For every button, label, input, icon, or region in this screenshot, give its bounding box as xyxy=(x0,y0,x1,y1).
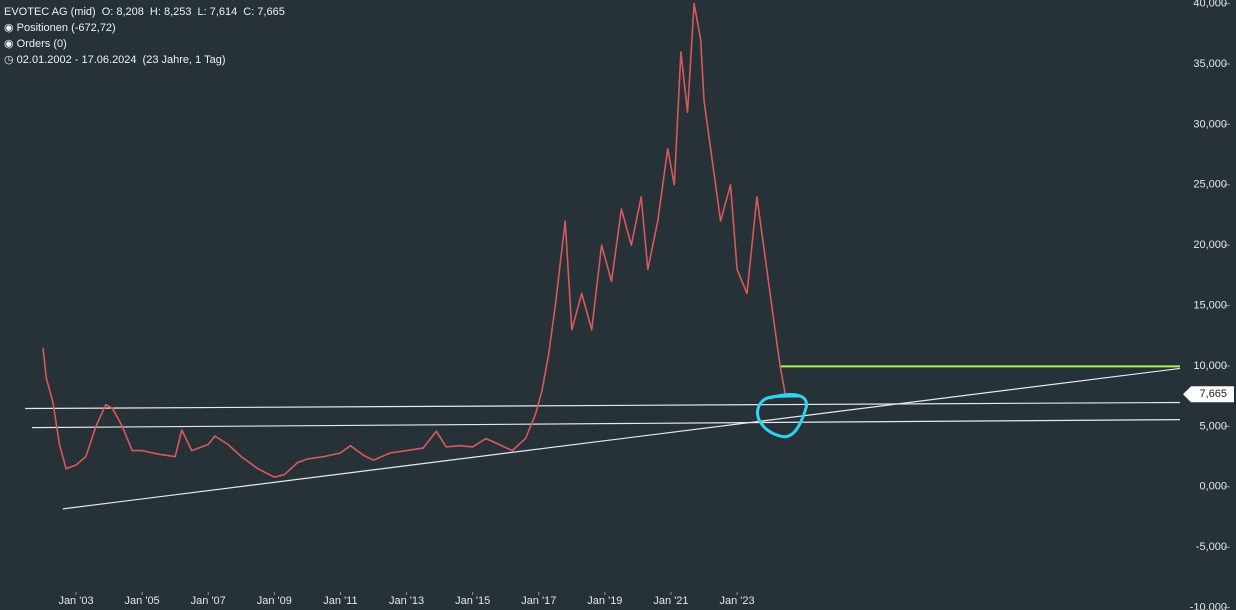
y-tick-label: -10,000 xyxy=(1190,601,1227,610)
x-tick-label: Jan '05 xyxy=(125,595,160,607)
high: H: 8,253 xyxy=(149,6,192,18)
y-tick-label: -5,000 xyxy=(1196,541,1227,553)
y-tick-label: 10,000 xyxy=(1193,360,1227,372)
x-tick-label: Jan '11 xyxy=(323,595,357,607)
trend-line xyxy=(32,419,1181,429)
y-tick-label: 0,000 xyxy=(1199,481,1227,493)
y-tick-label: 30,000 xyxy=(1193,118,1227,130)
x-tick-label: Jan '19 xyxy=(587,595,622,607)
price-line xyxy=(42,2,787,478)
y-tick-label: 20,000 xyxy=(1193,239,1227,251)
y-tick-label: 35,000 xyxy=(1193,58,1227,70)
trend-line xyxy=(62,367,1181,510)
y-tick-label: 5,000 xyxy=(1199,420,1227,432)
x-tick-label: Jan '03 xyxy=(58,595,93,607)
x-tick-label: Jan '07 xyxy=(191,595,226,607)
open: O: 8,208 xyxy=(101,6,144,18)
low: L: 7,614 xyxy=(197,6,238,18)
orders-text: Orders (0) xyxy=(16,38,67,50)
y-tick-label: 40,000 xyxy=(1193,0,1227,10)
x-tick-label: Jan '09 xyxy=(257,595,292,607)
y-tick-label: 25,000 xyxy=(1193,179,1227,191)
header: EVOTEC AG (mid) O: 8,208 H: 8,253 L: 7,614 C… xyxy=(4,4,291,68)
x-tick-label: Jan '17 xyxy=(521,595,556,607)
x-tick-label: Jan '23 xyxy=(720,595,755,607)
last-price-label: 7,665 xyxy=(1199,388,1227,400)
orders[interactable]: ◉ Orders (0) xyxy=(4,38,67,50)
x-tick-label: Jan '13 xyxy=(389,595,424,607)
y-tick-label: 15,000 xyxy=(1193,300,1227,312)
x-tick-label: Jan '15 xyxy=(455,595,490,607)
positions[interactable]: ◉ Positionen (-672,72) xyxy=(4,22,116,34)
trend-line xyxy=(25,401,1181,410)
close: C: 7,665 xyxy=(243,6,285,18)
circle-annotation xyxy=(756,393,808,439)
ohlc-row: EVOTEC AG (mid) O: 8,208 H: 8,253 L: 7,614 C… xyxy=(4,4,291,20)
duration: (23 Jahre, 1 Tag) xyxy=(142,54,226,66)
range: ◷ 02.01.2002 - 17.06.2024 (23 Jahre, 1 Ta… xyxy=(4,54,226,66)
date-range: 02.01.2002 - 17.06.2024 xyxy=(16,54,137,66)
last-price-tag xyxy=(1183,386,1234,403)
positions-text: Positionen (-672,72) xyxy=(16,22,116,34)
instrument: EVOTEC AG (mid) xyxy=(4,6,96,18)
x-tick-label: Jan '21 xyxy=(653,595,688,607)
